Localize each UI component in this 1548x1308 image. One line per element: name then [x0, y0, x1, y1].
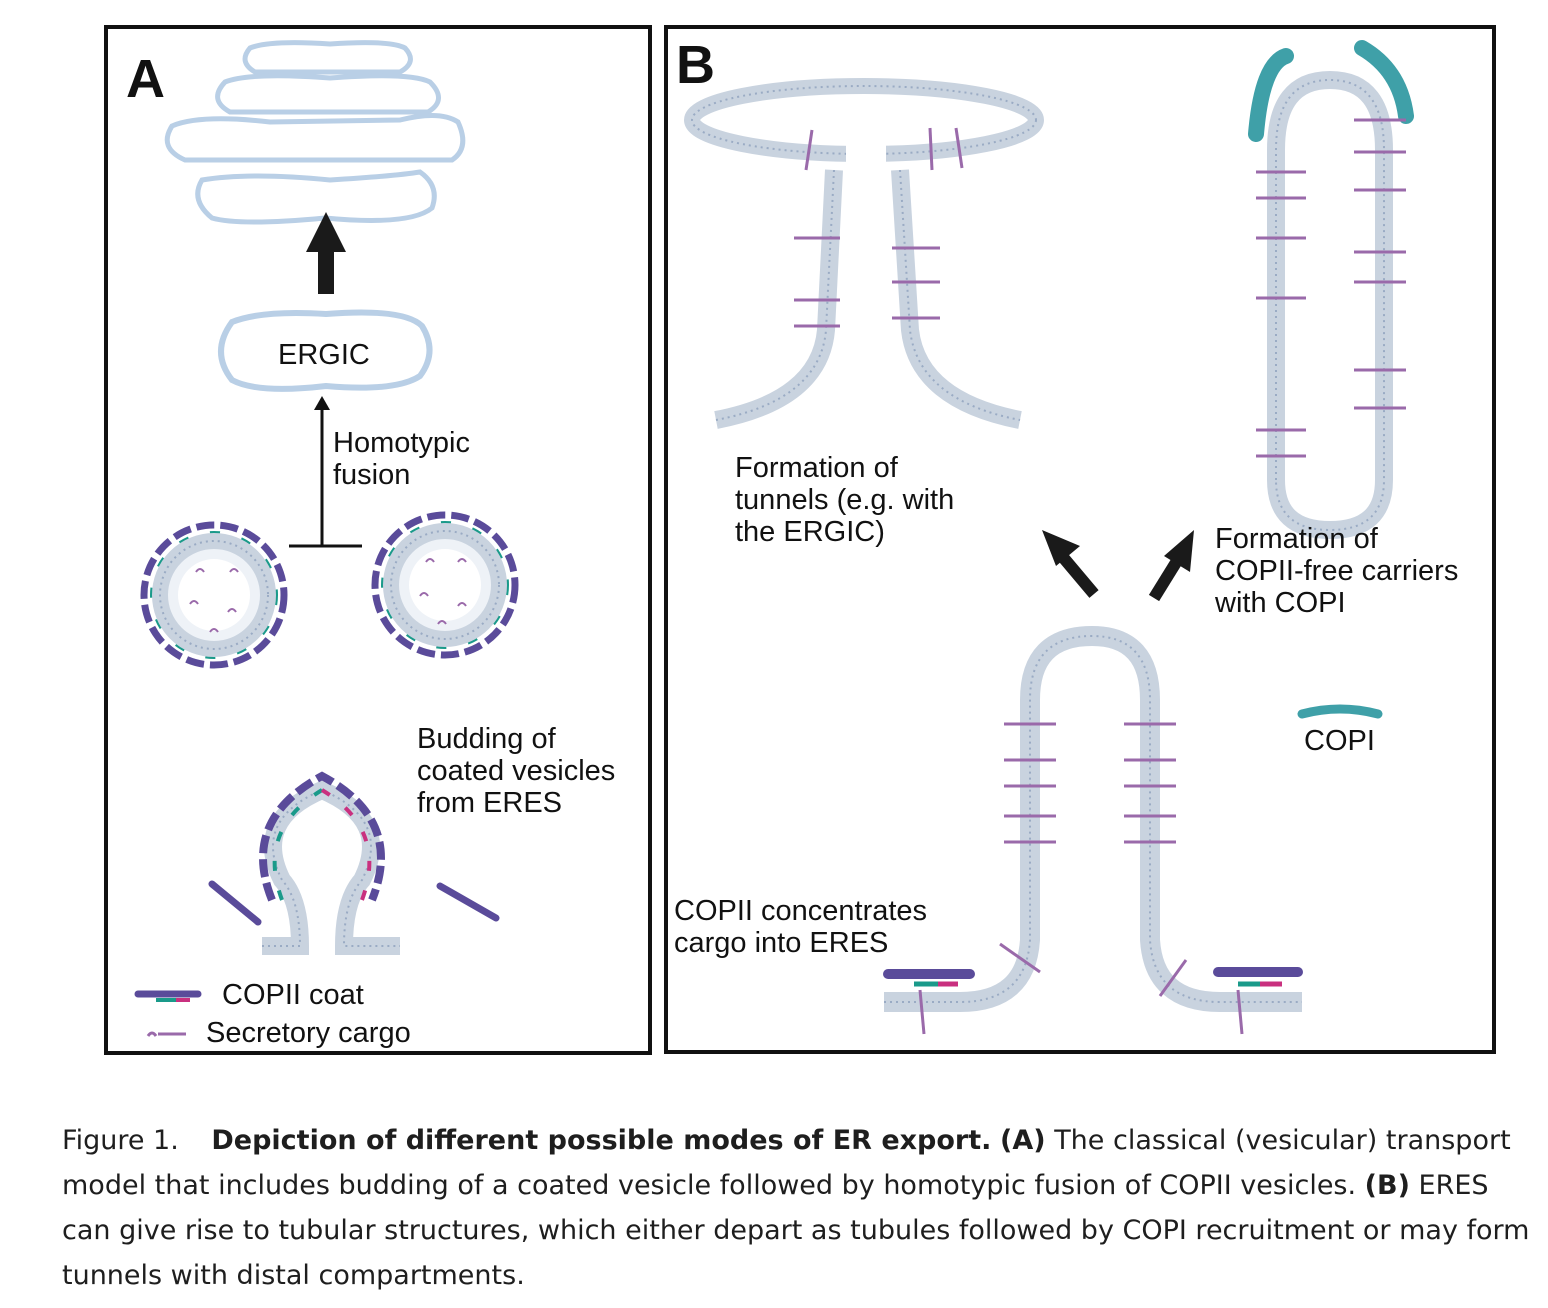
copi-carrier-tubule: [1248, 40, 1414, 540]
coated-vesicle-right: [371, 511, 519, 659]
tunnel-tube: [714, 127, 1022, 429]
concentrates-label-line1: COPII concentrates: [674, 895, 927, 927]
ergic-label: ERGIC: [278, 339, 370, 371]
arrow-to-golgi: [306, 212, 346, 294]
budding-label-line1: Budding of: [417, 723, 557, 755]
legend-copii-swatch: [134, 990, 202, 1002]
arrow-to-tunnels: [1042, 530, 1099, 598]
caption-a-text: The classical (vesicular) transport mode…: [62, 1125, 1511, 1201]
budding-vesicle: [208, 771, 500, 955]
eres-tubule: [883, 625, 1303, 1035]
caption-title: Depiction of different possible modes of…: [211, 1125, 992, 1156]
legend-copii-label: COPII coat: [222, 979, 364, 1011]
panel-b-frame: [664, 25, 1496, 1054]
fusion-arrow: [289, 396, 362, 548]
tunnels-label-line2: tunnels (e.g. with: [735, 484, 954, 516]
tunnels-label-line1: Formation of: [735, 452, 899, 484]
budding-label-line3: from ERES: [417, 787, 562, 819]
fusion-label-line2: fusion: [333, 459, 410, 491]
fusion-label-line1: Homotypic: [333, 427, 470, 459]
caption-b-text: ERES can give rise to tubular structures…: [62, 1170, 1530, 1291]
copi-symbol: [1297, 704, 1383, 719]
caption-b-tag: (B): [1364, 1170, 1410, 1201]
tunnels-label-line3: the ERGIC): [735, 516, 885, 548]
carriers-label-line3: with COPI: [1214, 587, 1346, 619]
caption-figure-number: Figure 1.: [62, 1125, 179, 1156]
panel-a-frame: [104, 25, 652, 1055]
panel-b-letter: B: [676, 35, 715, 95]
budding-label-line2: coated vesicles: [417, 755, 615, 787]
golgi-stack: [164, 40, 466, 225]
copi-label: COPI: [1304, 725, 1375, 757]
legend-cargo-swatch: [146, 1031, 186, 1037]
ergic-ring: [684, 78, 1044, 172]
concentrates-label-line2: cargo into ERES: [674, 927, 888, 959]
figure-caption: Figure 1. Depiction of different possibl…: [62, 1118, 1540, 1298]
carriers-label-line2: COPII-free carriers: [1215, 555, 1458, 587]
ergic-compartment: [218, 309, 433, 392]
figure-diagram: A ERGIC Homotypic fusion: [104, 25, 1496, 1055]
arrow-to-carriers: [1148, 530, 1194, 602]
panel-a-letter: A: [126, 49, 165, 109]
carriers-label-line1: Formation of: [1215, 523, 1379, 555]
coated-vesicle-left: [140, 521, 288, 669]
caption-a-tag: (A): [1000, 1125, 1046, 1156]
legend-cargo-label: Secretory cargo: [206, 1017, 411, 1049]
